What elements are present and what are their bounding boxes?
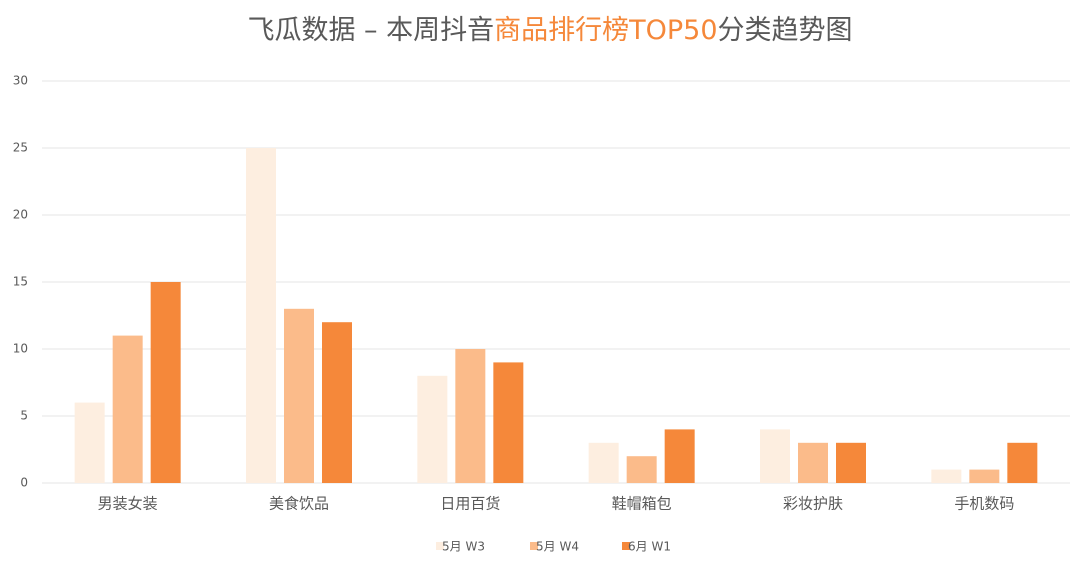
bar <box>493 362 524 483</box>
bar <box>588 442 619 483</box>
chart-title: 飞瓜数据 – 本周抖音商品排行榜TOP50分类趋势图 <box>247 15 852 46</box>
title-part: 飞瓜数据 – 本周抖音 <box>247 15 494 46</box>
legend-swatch <box>530 542 538 550</box>
bar <box>417 375 448 483</box>
bar <box>150 282 181 483</box>
x-tick-label: 鞋帽箱包 <box>612 495 672 513</box>
bar <box>836 442 866 483</box>
bar <box>284 308 314 483</box>
y-tick-label: 15 <box>13 275 28 289</box>
legend-label: 5月 W3 <box>442 540 485 554</box>
bar <box>664 429 695 483</box>
y-tick-label: 10 <box>13 342 28 356</box>
y-tick-label: 25 <box>13 141 28 155</box>
title-part: 分类趋势图 <box>718 15 853 46</box>
y-tick-label: 5 <box>20 409 28 423</box>
legend-label: 6月 W1 <box>628 540 671 554</box>
x-tick-label: 日用百货 <box>440 495 500 513</box>
legend-swatch <box>622 542 630 550</box>
x-tick-label: 彩妆护肤 <box>783 495 843 513</box>
y-tick-label: 0 <box>20 476 28 490</box>
x-tick-label: 美食饮品 <box>269 495 329 513</box>
bar <box>322 322 352 483</box>
title-part: 商品排行榜TOP50 <box>494 15 717 46</box>
x-tick-label: 手机数码 <box>954 495 1014 513</box>
bar <box>1007 442 1038 483</box>
bar <box>626 456 657 483</box>
bar <box>112 335 143 483</box>
bar <box>74 402 105 483</box>
y-tick-label: 30 <box>13 74 28 88</box>
y-tick-label: 20 <box>13 208 28 222</box>
bar <box>931 469 962 483</box>
bar <box>246 148 276 483</box>
bar <box>455 349 486 483</box>
legend-swatch <box>436 542 444 550</box>
legend-label: 5月 W4 <box>536 540 579 554</box>
bar <box>798 442 828 483</box>
bar <box>969 469 1000 483</box>
bar <box>760 429 790 483</box>
x-tick-label: 男装女装 <box>98 495 158 513</box>
